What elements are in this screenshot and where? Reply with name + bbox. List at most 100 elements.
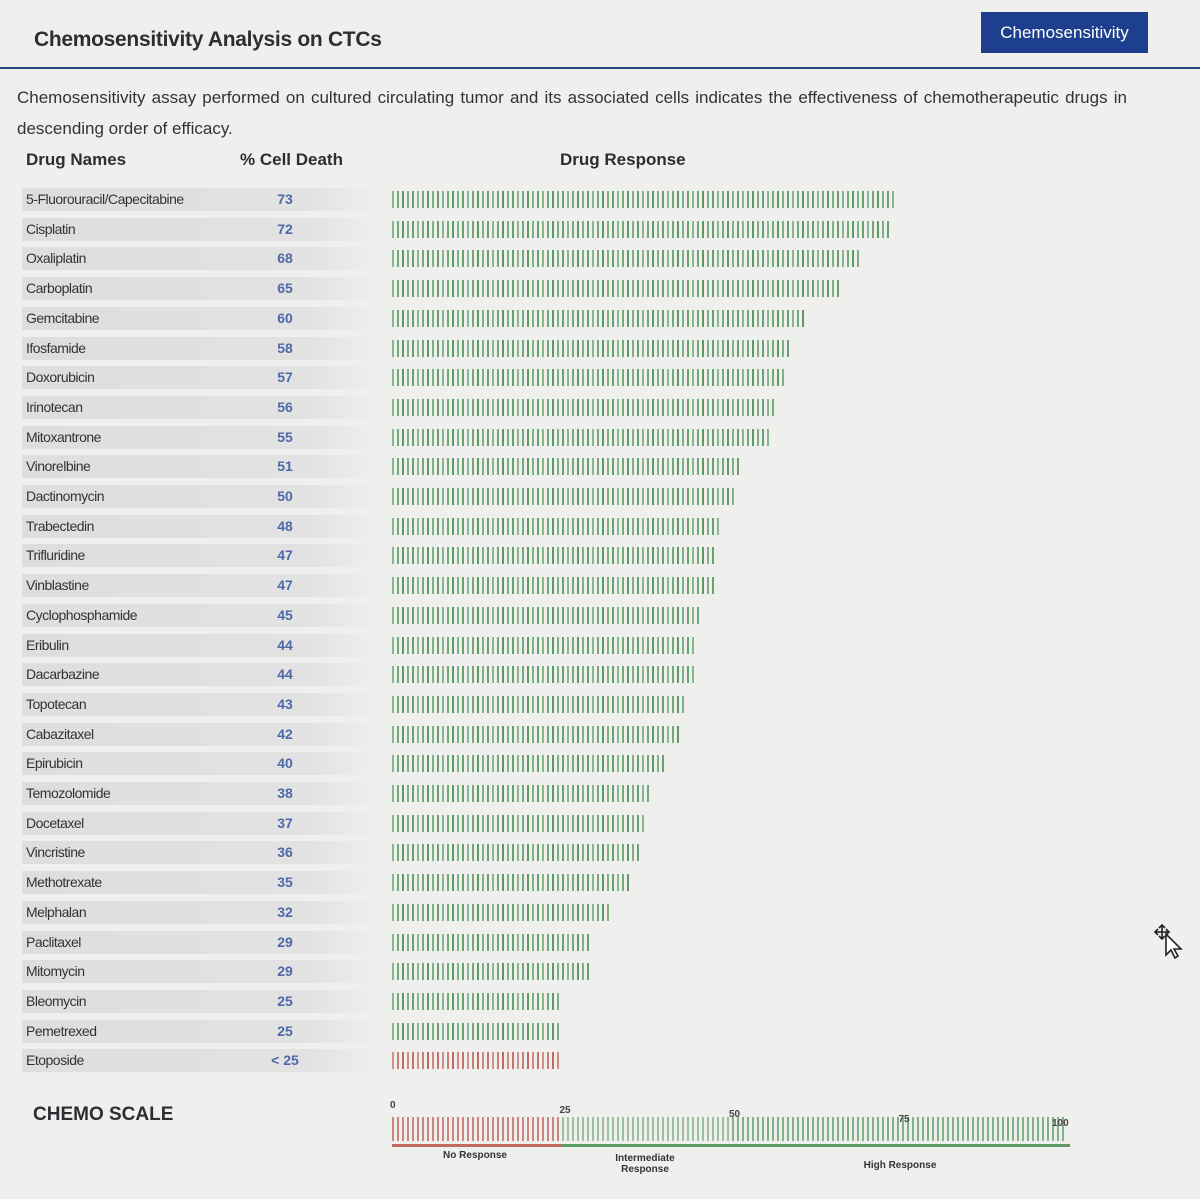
- response-tick: [587, 844, 589, 862]
- response-tick: [417, 250, 419, 268]
- scale-tick: [867, 1117, 869, 1141]
- response-tick: [457, 666, 459, 684]
- response-tick: [687, 339, 689, 357]
- response-tick: [462, 1052, 464, 1070]
- response-tick: [542, 666, 544, 684]
- row-background: [22, 425, 379, 449]
- drug-row: Ifosfamide 58: [0, 334, 1200, 364]
- response-tick: [537, 547, 539, 565]
- scale-tick: [772, 1117, 774, 1141]
- response-tick: [532, 280, 534, 298]
- response-tick: [487, 903, 489, 921]
- response-tick: [552, 517, 554, 535]
- scale-tick: [647, 1117, 649, 1141]
- response-tick: [537, 903, 539, 921]
- response-tick: [392, 517, 394, 535]
- drug-response-bar: [392, 725, 684, 744]
- drug-name: Oxaliplatin: [26, 250, 86, 267]
- response-tick: [452, 220, 454, 238]
- response-tick: [442, 428, 444, 446]
- response-tick: [657, 666, 659, 684]
- response-tick: [667, 191, 669, 208]
- response-tick: [627, 220, 629, 238]
- response-tick: [512, 220, 514, 238]
- response-tick: [412, 755, 414, 773]
- response-tick: [662, 339, 664, 357]
- drug-row: Docetaxel 37: [0, 809, 1200, 839]
- cell-death-value: 25: [277, 1022, 293, 1039]
- drug-response-bar: [392, 458, 746, 476]
- response-tick: [502, 933, 504, 951]
- response-tick: [642, 309, 644, 327]
- response-tick: [547, 398, 549, 416]
- response-tick: [412, 903, 414, 921]
- response-tick: [722, 220, 724, 238]
- response-tick: [572, 606, 574, 624]
- response-tick: [437, 636, 439, 654]
- response-tick: [477, 933, 479, 951]
- scale-tick: [952, 1117, 954, 1141]
- response-tick: [422, 369, 424, 387]
- drug-response-bar: [392, 1052, 566, 1070]
- response-tick: [802, 309, 804, 327]
- response-tick: [682, 280, 684, 298]
- response-tick: [492, 755, 494, 773]
- response-tick: [477, 428, 479, 446]
- response-tick: [572, 725, 574, 743]
- response-tick: [647, 725, 649, 743]
- chemosensitivity-badge[interactable]: Chemosensitivity: [981, 12, 1148, 53]
- response-tick: [417, 874, 419, 892]
- response-tick: [497, 695, 499, 713]
- response-tick: [622, 606, 624, 624]
- response-tick: [667, 398, 669, 416]
- response-tick: [662, 488, 664, 505]
- response-tick: [487, 606, 489, 624]
- response-tick: [522, 666, 524, 684]
- response-tick: [417, 309, 419, 327]
- response-tick: [647, 488, 649, 505]
- response-tick: [427, 814, 429, 832]
- row-background: [22, 722, 379, 746]
- response-tick: [472, 903, 474, 921]
- response-tick: [567, 903, 569, 921]
- response-tick: [477, 814, 479, 832]
- response-tick: [627, 755, 629, 773]
- response-tick: [457, 695, 459, 713]
- response-tick: [707, 577, 709, 595]
- response-tick: [437, 963, 439, 981]
- response-tick: [672, 577, 674, 595]
- response-tick: [727, 369, 729, 387]
- response-tick: [392, 636, 394, 654]
- response-tick: [642, 428, 644, 446]
- drug-row: Eribulin 44: [0, 631, 1200, 661]
- response-tick: [497, 577, 499, 595]
- scale-tick: [932, 1117, 934, 1141]
- response-tick: [522, 191, 524, 208]
- row-background: [22, 277, 379, 301]
- response-tick: [707, 517, 709, 535]
- response-tick: [662, 458, 664, 476]
- response-tick: [647, 695, 649, 713]
- response-tick: [637, 369, 639, 387]
- response-tick: [592, 220, 594, 238]
- response-tick: [727, 458, 729, 476]
- response-tick: [407, 844, 409, 862]
- response-tick: [562, 339, 564, 357]
- response-tick: [527, 577, 529, 595]
- response-tick: [712, 250, 714, 268]
- response-tick: [707, 339, 709, 357]
- response-tick: [587, 933, 589, 951]
- cell-death-value: 40: [277, 755, 293, 772]
- response-tick: [597, 577, 599, 595]
- response-tick: [467, 785, 469, 802]
- response-tick: [557, 339, 559, 357]
- response-tick: [397, 369, 399, 387]
- scale-tick: [652, 1117, 654, 1141]
- response-tick: [552, 963, 554, 981]
- response-tick: [807, 191, 809, 208]
- response-tick: [512, 517, 514, 535]
- response-tick: [602, 309, 604, 327]
- response-tick: [477, 606, 479, 624]
- scale-tick: [757, 1117, 759, 1141]
- response-tick: [432, 725, 434, 743]
